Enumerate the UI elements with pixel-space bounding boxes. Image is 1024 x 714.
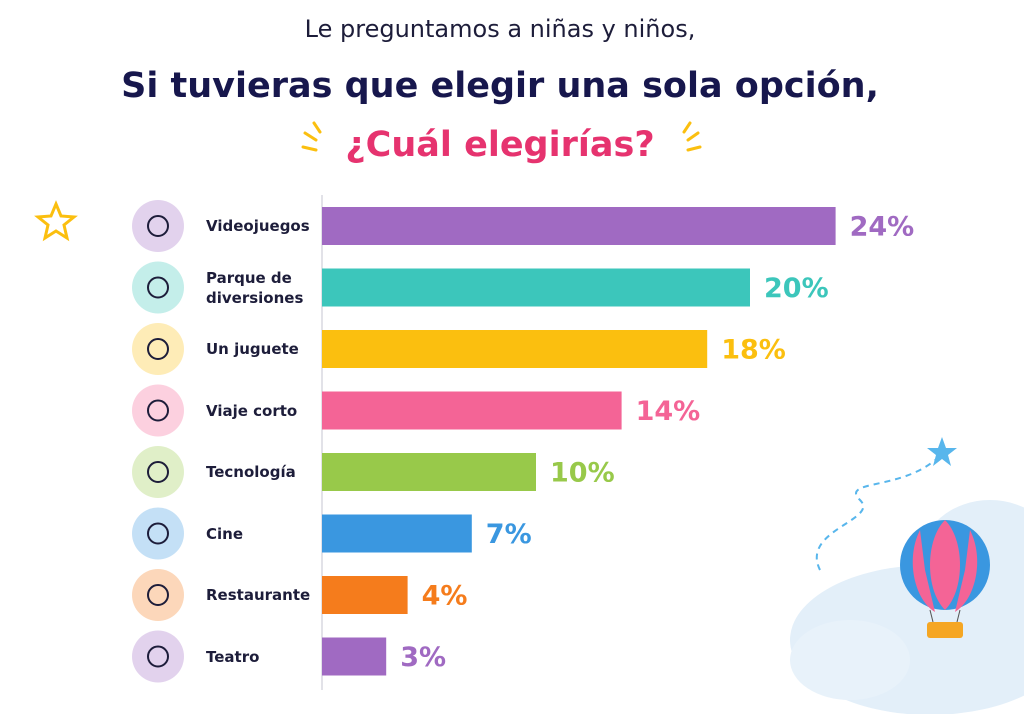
category-label: Videojuegos <box>206 217 310 235</box>
bar <box>322 514 472 553</box>
value-label: 3% <box>400 642 446 673</box>
bar <box>322 391 622 430</box>
category-icon <box>132 384 184 437</box>
category-icon-glyph <box>147 522 169 545</box>
value-label: 18% <box>721 335 786 366</box>
value-label: 20% <box>764 273 829 304</box>
bar <box>322 576 408 614</box>
category-icon <box>132 507 184 560</box>
bar <box>322 453 536 491</box>
category-icon-glyph <box>147 338 169 360</box>
category-icon-glyph <box>147 399 169 422</box>
category-icon <box>132 630 184 683</box>
chart-title: Le preguntamos a niñas y niños, <box>305 15 696 43</box>
category-label: Cine <box>206 524 244 543</box>
category-label: Teatro <box>206 647 260 666</box>
category-icon-glyph <box>147 276 169 299</box>
bar <box>322 637 387 676</box>
category-icon <box>132 569 184 621</box>
value-label: 7% <box>486 519 532 550</box>
category-icon <box>132 446 184 498</box>
category-icon <box>132 323 184 375</box>
value-label: 24% <box>850 212 915 243</box>
category-icon-glyph <box>147 461 169 483</box>
category-label: Viaje corto <box>206 401 298 420</box>
category-icon <box>132 261 184 314</box>
bar <box>322 207 836 245</box>
category-label: Parque de diversiones <box>206 268 304 307</box>
category-icon-glyph <box>147 584 169 606</box>
category-icon-glyph <box>147 215 169 237</box>
chart-subtitle: Si tuvieras que elegir una sola opción, <box>121 66 879 106</box>
value-label: 4% <box>422 581 468 612</box>
bar <box>322 268 750 307</box>
value-label: 14% <box>636 396 701 427</box>
category-label: Un juguete <box>206 340 299 358</box>
category-label: Tecnología <box>206 463 296 481</box>
chart-question: ¿Cuál elegirías? <box>345 125 654 165</box>
category-icon <box>132 200 184 252</box>
category-icon-glyph <box>147 645 169 668</box>
category-label: Restaurante <box>206 586 311 604</box>
value-label: 10% <box>550 458 615 489</box>
bar <box>322 330 708 368</box>
